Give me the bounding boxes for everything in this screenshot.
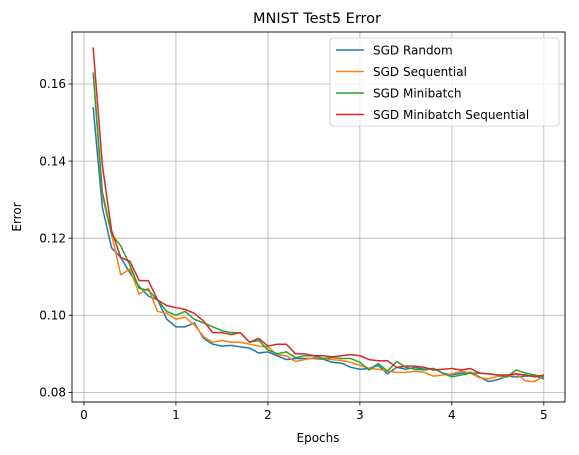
x-tick-label: 5 [540, 408, 548, 422]
legend-box [329, 37, 560, 127]
y-tick-label: 0.14 [39, 154, 66, 168]
legend-label: SGD Minibatch Sequential [373, 108, 529, 122]
x-tick-label: 0 [80, 408, 88, 422]
x-axis-ticks: 0 1 2 3 4 5 [80, 402, 548, 422]
legend-label: SGD Minibatch [373, 86, 461, 100]
y-axis-label: Error [10, 202, 24, 231]
x-tick-label: 1 [172, 408, 180, 422]
x-tick-label: 2 [264, 408, 272, 422]
series-lines [92, 47, 545, 383]
y-tick-label: 0.16 [39, 77, 66, 91]
y-tick-label: 0.10 [39, 308, 66, 322]
x-tick-label: 4 [448, 408, 456, 422]
legend-label: SGD Random [373, 43, 453, 57]
series-line-4 [92, 47, 545, 378]
y-tick-label: 0.08 [39, 386, 66, 400]
plot-frame [71, 31, 566, 403]
y-tick-label: 0.12 [39, 231, 66, 245]
legend: SGD Random SGD Sequential SGD Minibatch SGD… [329, 37, 560, 127]
x-tick-label: 3 [356, 408, 364, 422]
chart-title: MNIST Test5 Error [253, 11, 381, 27]
x-axis-label: Epochs [297, 431, 340, 445]
y-axis-ticks: 0.08 0.10 0.12 0.14 0.16 [39, 77, 72, 400]
series-line-3 [92, 72, 545, 378]
legend-label: SGD Sequential [373, 65, 467, 79]
